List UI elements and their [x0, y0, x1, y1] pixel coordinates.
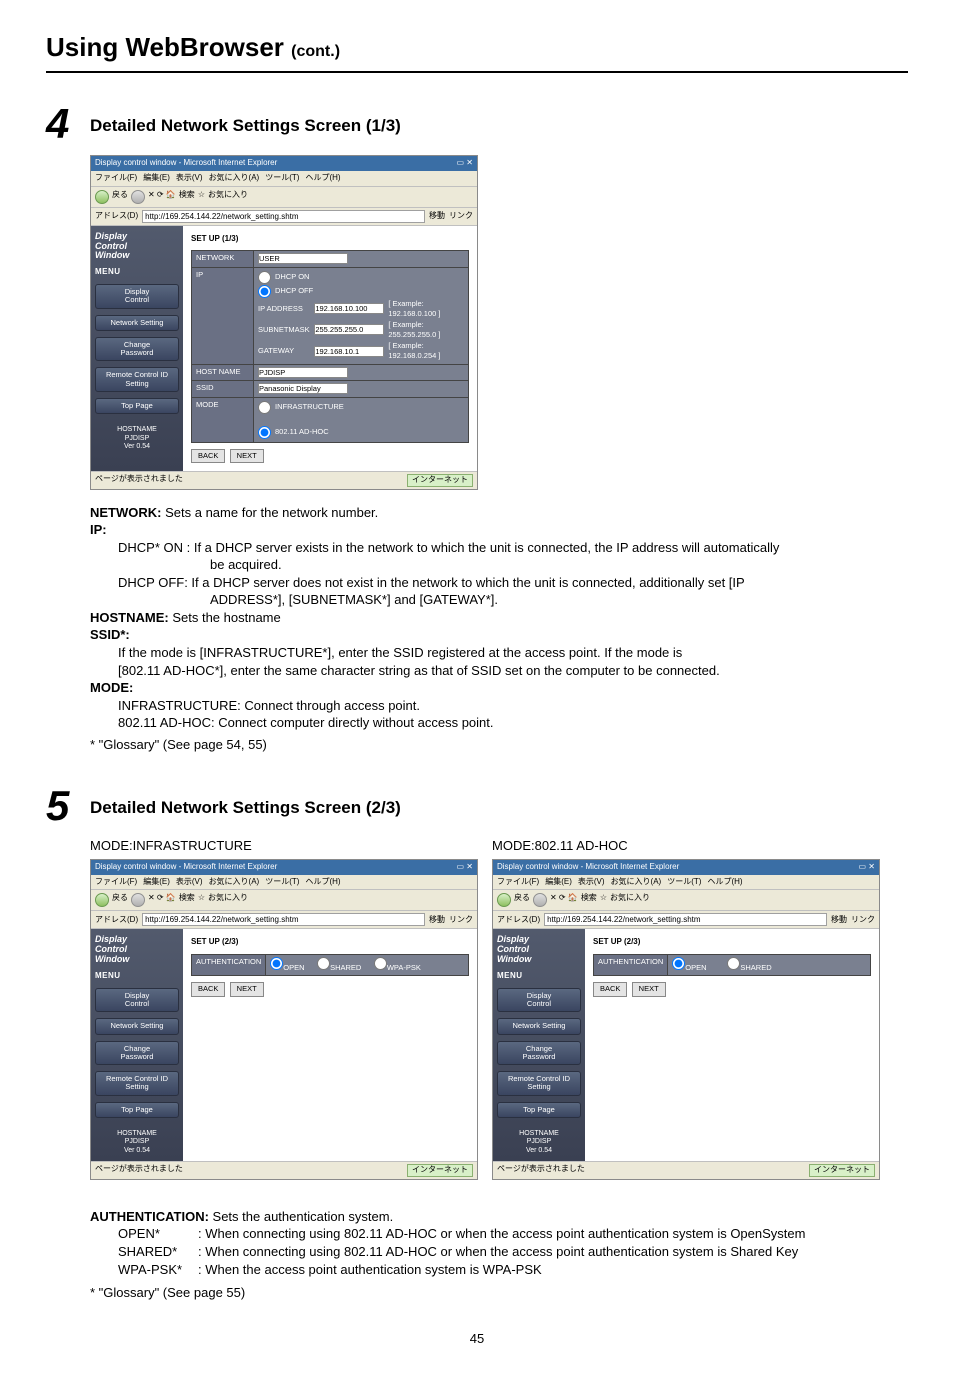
sidebar-network-setting-2[interactable]: Network Setting [95, 1018, 179, 1034]
auth-label: AUTHENTICATION [192, 955, 266, 976]
dhcp-on-radio[interactable] [258, 271, 271, 284]
step5-description: AUTHENTICATION: Sets the authentication … [90, 1208, 908, 1302]
back-button[interactable]: BACK [191, 449, 225, 463]
address-label: アドレス(D) [95, 211, 138, 222]
sidebar-display-control-3[interactable]: DisplayControl [497, 988, 581, 1013]
hostname-label: HOST NAME [192, 365, 254, 381]
next-button-2[interactable]: NEXT [230, 982, 264, 996]
sidebar-network-setting-3[interactable]: Network Setting [497, 1018, 581, 1034]
network-label: NETWORK [192, 251, 254, 267]
gateway-input[interactable] [314, 346, 384, 357]
back-button-3[interactable]: BACK [593, 982, 627, 996]
menu-help[interactable]: ヘルプ(H) [305, 173, 340, 184]
sidebar-remote-id-2[interactable]: Remote Control IDSetting [95, 1071, 179, 1096]
sidebar-network-setting[interactable]: Network Setting [95, 315, 179, 331]
ssid-input[interactable] [258, 383, 348, 394]
menu-file[interactable]: ファイル(F) [95, 173, 137, 184]
mode-label-adhoc: MODE:802.11 AD-HOC [492, 837, 880, 855]
sidebar-top-page[interactable]: Top Page [95, 398, 179, 414]
address-input[interactable] [142, 210, 425, 223]
sidebar-display-control[interactable]: DisplayControl [95, 284, 179, 309]
sidebar-remote-id-3[interactable]: Remote Control IDSetting [497, 1071, 581, 1096]
auth-shared-radio[interactable] [317, 957, 330, 970]
screenshot-setup-2-3-adhoc: Display control window - Microsoft Inter… [492, 859, 880, 1180]
step5-number: 5 [46, 783, 90, 827]
menu-view[interactable]: 表示(V) [176, 173, 203, 184]
menu-tool[interactable]: ツール(T) [265, 173, 299, 184]
heading-main: Using WebBrowser [46, 32, 284, 62]
sidebar-top-page-3[interactable]: Top Page [497, 1102, 581, 1118]
sidebar-change-password-2[interactable]: ChangePassword [95, 1041, 179, 1066]
auth-shared-radio-2[interactable] [727, 957, 740, 970]
mode-label: MODE [192, 397, 254, 442]
mode-label-infra: MODE:INFRASTRUCTURE [90, 837, 478, 855]
links-label: リンク [449, 211, 473, 222]
step4-description: NETWORK: Sets a name for the network num… [90, 504, 908, 754]
ipaddress-input[interactable] [314, 303, 384, 314]
ssid-label: SSID [192, 381, 254, 397]
ip-label: IP [192, 267, 254, 365]
next-button[interactable]: NEXT [230, 449, 264, 463]
sidebar-hostinfo: HOSTNAME PJDISP Ver 0.54 [95, 426, 179, 451]
status-right: インターネット [407, 474, 473, 487]
menu-edit[interactable]: 編集(E) [143, 173, 170, 184]
auth-open-radio-2[interactable] [672, 957, 685, 970]
menu-fav[interactable]: お気に入り(A) [209, 173, 260, 184]
sidebar-change-password[interactable]: ChangePassword [95, 337, 179, 362]
address-input-2[interactable] [142, 913, 425, 926]
go-button[interactable]: 移動 [429, 211, 445, 222]
mode-infra-radio[interactable] [258, 401, 271, 414]
screenshot-setup-1-3: Display control window - Microsoft Inter… [90, 155, 478, 490]
network-input[interactable] [258, 253, 348, 264]
page-number: 45 [46, 1330, 908, 1348]
dhcp-off-radio[interactable] [258, 285, 271, 298]
sidebar-menu-header: MENU [95, 267, 179, 278]
auth-wpa-radio[interactable] [374, 957, 387, 970]
step4-number: 4 [46, 101, 90, 145]
sidebar-change-password-3[interactable]: ChangePassword [497, 1041, 581, 1066]
address-input-3[interactable] [544, 913, 827, 926]
toolbar-back[interactable]: 戻る [112, 190, 128, 204]
screenshot-setup-2-3-infra: Display control window - Microsoft Inter… [90, 859, 478, 1180]
back-button-2[interactable]: BACK [191, 982, 225, 996]
step5-title: Detailed Network Settings Screen (2/3) [90, 783, 401, 820]
auth-open-radio[interactable] [270, 957, 283, 970]
next-button-3[interactable]: NEXT [632, 982, 666, 996]
forward-icon[interactable] [131, 190, 145, 204]
sidebar-display-control-2[interactable]: DisplayControl [95, 988, 179, 1013]
sidebar-top-page-2[interactable]: Top Page [95, 1102, 179, 1118]
setup-header: SET UP (1/3) [191, 234, 469, 245]
auth-label-2: AUTHENTICATION [594, 955, 668, 976]
toolbar-fav[interactable]: お気に入り [208, 190, 248, 204]
window-title: Display control window - Microsoft Inter… [95, 158, 277, 169]
sidebar-logo: Display Control Window [95, 232, 179, 262]
sidebar-remote-id[interactable]: Remote Control IDSetting [95, 367, 179, 392]
status-left: ページが表示されました [95, 474, 183, 487]
page-heading: Using WebBrowser (cont.) [46, 30, 908, 73]
mode-adhoc-radio[interactable] [258, 426, 271, 439]
hostname-input[interactable] [258, 367, 348, 378]
setup-form: NETWORK IP DHCP ON DHCP OFF IP ADDRESS[ … [191, 250, 469, 442]
subnet-input[interactable] [314, 324, 384, 335]
heading-cont: (cont.) [291, 43, 340, 60]
toolbar-search[interactable]: 検索 [179, 190, 195, 204]
back-icon[interactable] [95, 190, 109, 204]
step4-title: Detailed Network Settings Screen (1/3) [90, 101, 401, 138]
window-controls[interactable]: ▭ ✕ [457, 158, 473, 169]
